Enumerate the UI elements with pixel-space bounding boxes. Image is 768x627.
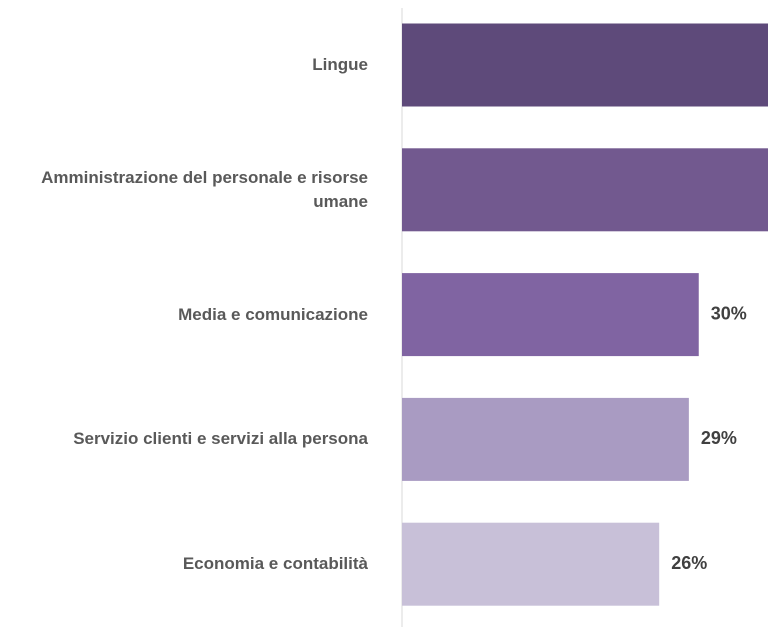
bar xyxy=(402,23,768,107)
bar xyxy=(402,148,768,232)
category-label: Lingue xyxy=(312,55,368,74)
value-label: 26% xyxy=(671,553,707,573)
bar xyxy=(402,522,660,606)
category-label: Economia e contabilità xyxy=(182,554,368,574)
bar xyxy=(402,273,699,357)
bar xyxy=(402,397,689,481)
value-label: 29% xyxy=(701,428,737,448)
category-label: Media e comunicazione xyxy=(178,304,368,324)
category-label: Amministrazione del personale e risorse … xyxy=(41,167,368,211)
category-label: Servizio clienti e servizi alla persona xyxy=(73,429,368,449)
value-label: 30% xyxy=(711,303,747,323)
